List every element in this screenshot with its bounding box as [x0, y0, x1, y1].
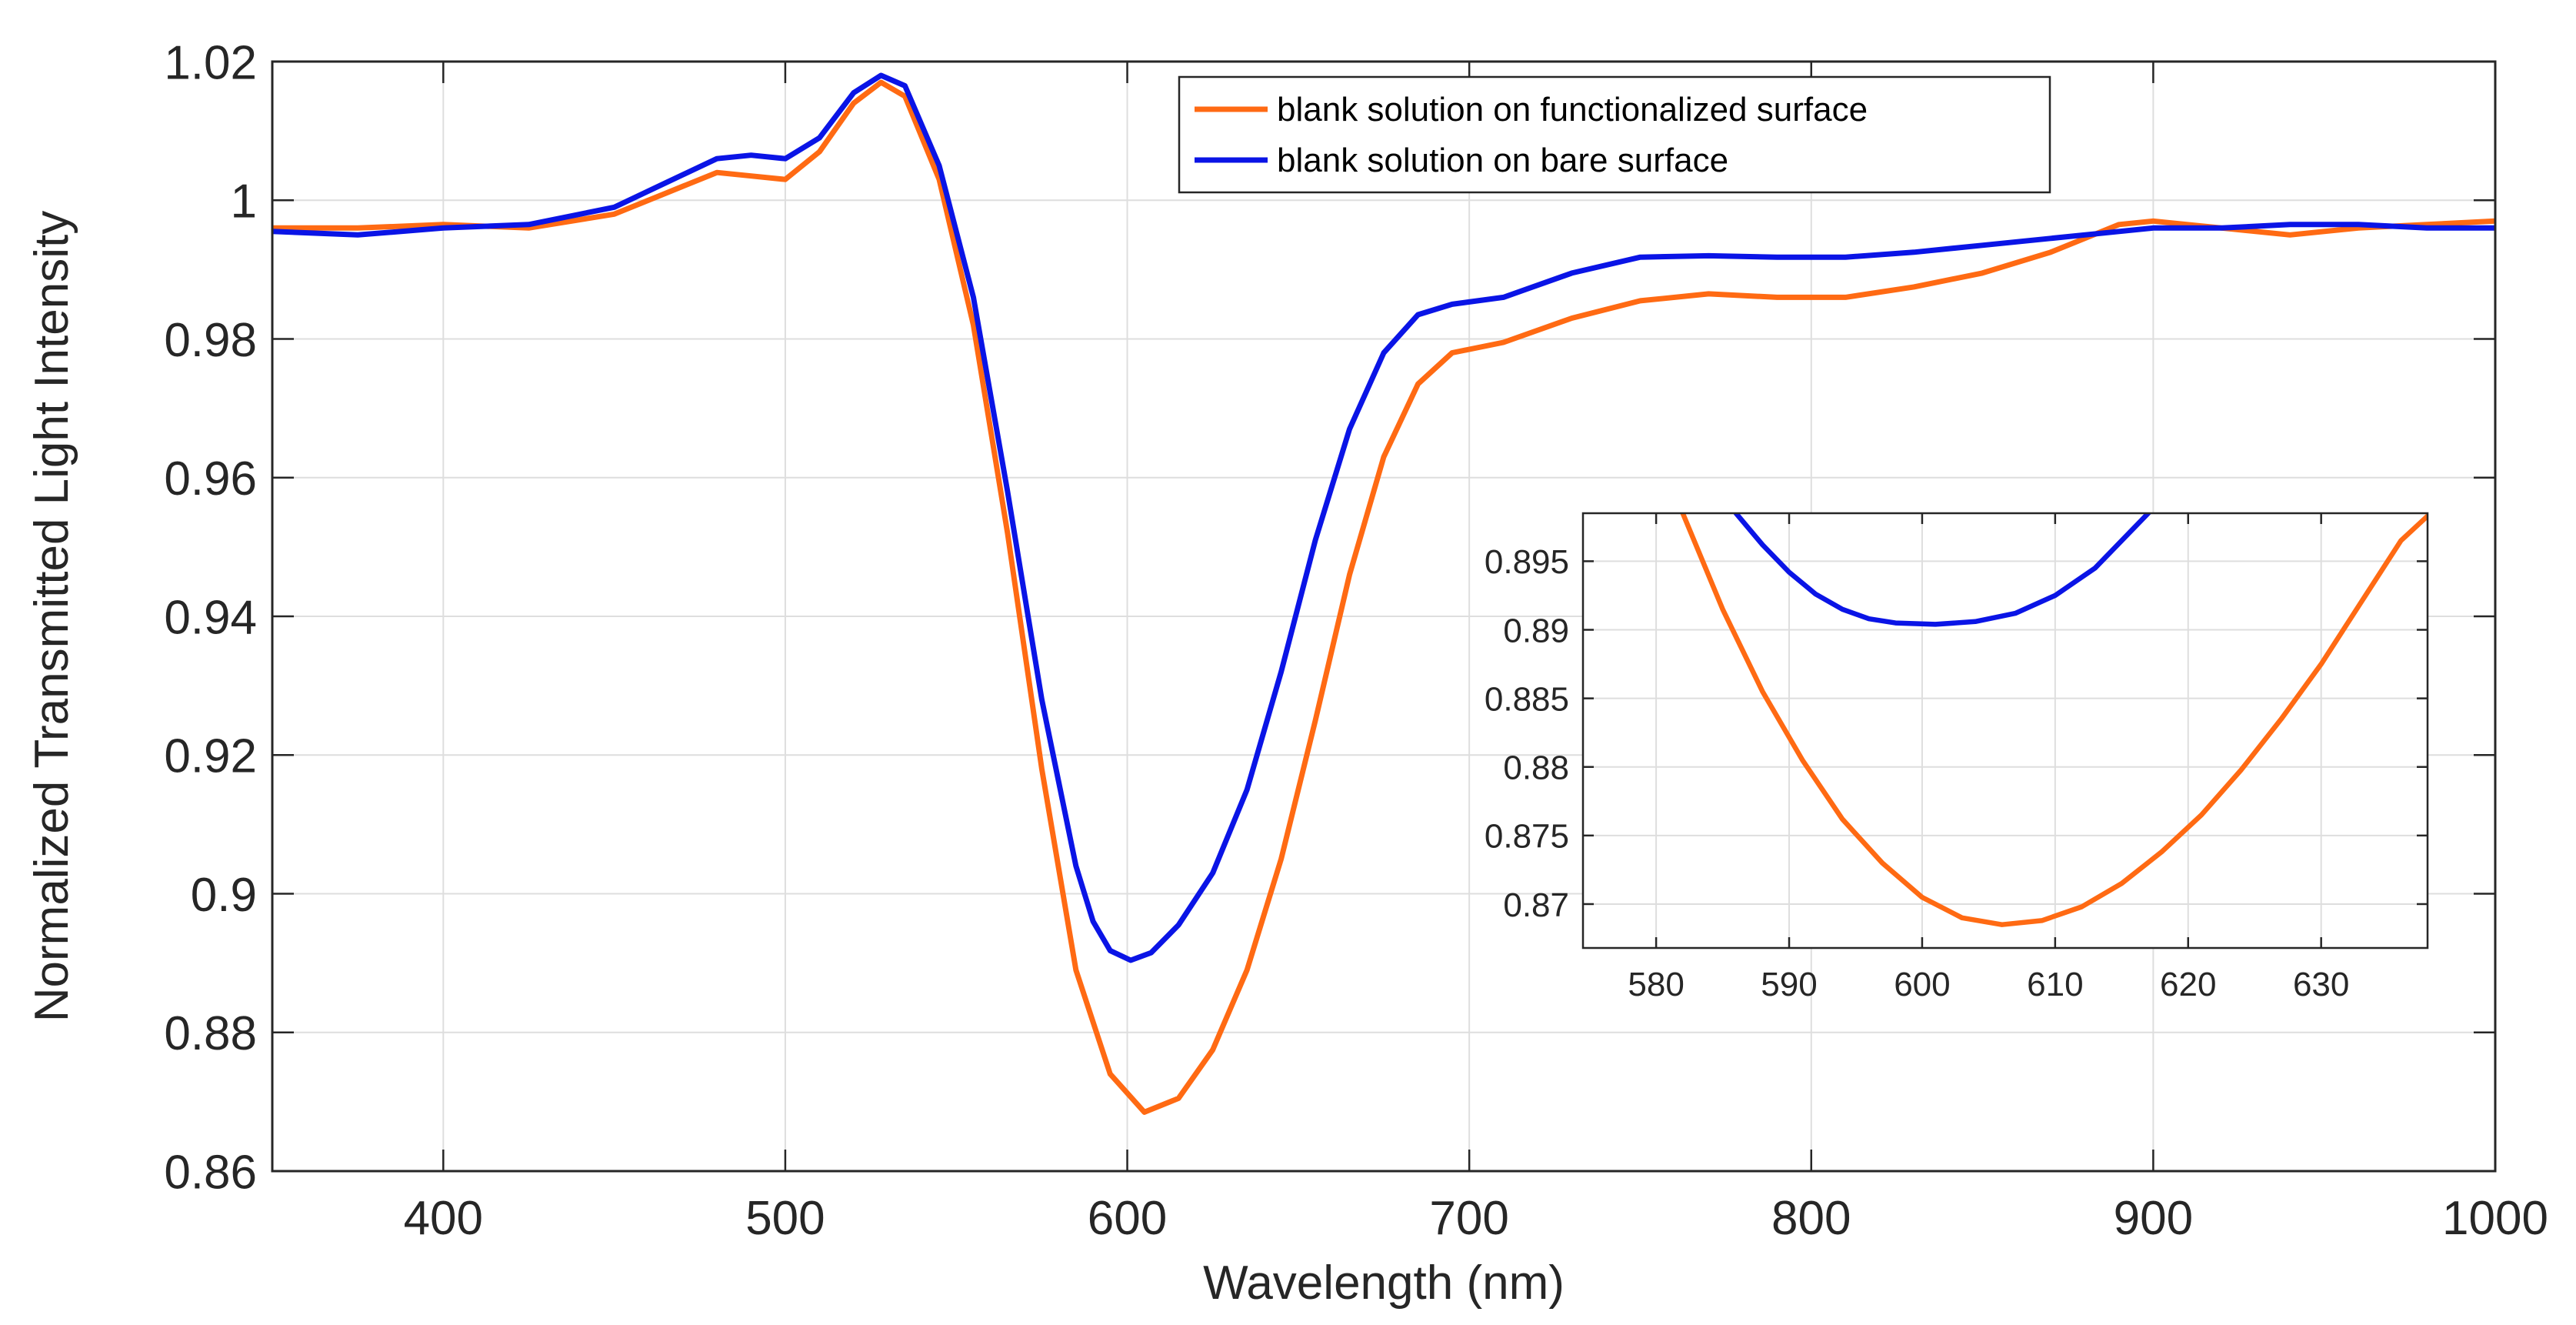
main-x-tick-label: 800: [1771, 1192, 1851, 1245]
main-y-tick-label: 0.96: [164, 452, 257, 506]
inset-x-tick-label: 610: [2027, 966, 2083, 1003]
main-x-tick-label: 1000: [2442, 1192, 2548, 1245]
main-y-tick-label: 0.86: [164, 1146, 257, 1199]
main-y-tick-label: 0.94: [164, 591, 257, 644]
main-x-tick-label: 700: [1429, 1192, 1508, 1245]
inset-gridlines: [1583, 513, 2428, 948]
legend-label-bare: blank solution on bare surface: [1277, 142, 1728, 179]
inset-x-tick-label: 630: [2293, 966, 2349, 1003]
main-x-tick-label: 400: [404, 1192, 483, 1245]
main-x-tick-label: 600: [1088, 1192, 1167, 1245]
legend-label-functionalized: blank solution on functionalized surface: [1277, 91, 1868, 128]
x-axis-title: Wavelength (nm): [1203, 1257, 1565, 1310]
legend: blank solution on functionalized surface…: [1178, 75, 2051, 194]
main-y-tick-label: 1: [231, 175, 257, 229]
inset-series-group: [1680, 513, 2428, 927]
main-y-tick-label: 0.98: [164, 314, 257, 367]
inset-y-tick-label: 0.87: [1503, 886, 1569, 924]
inset-plot: 580 590 600 610 620 630 0.87 0.875 0.88 0.885 0.89…: [1485, 512, 2429, 1003]
main-series-group: [272, 72, 2495, 1115]
inset-series-line-bare: [1733, 513, 2152, 627]
inset-x-tick-label: 580: [1628, 966, 1684, 1003]
main-y-tick-label: 1.02: [164, 36, 257, 89]
y-axis-title: Normalized Transmitted Light Intensity: [25, 211, 78, 1022]
inset-y-tick-label: 0.885: [1485, 680, 1569, 718]
main-series-line-bare: [272, 72, 2495, 963]
inset-y-tick-label: 0.89: [1503, 612, 1569, 649]
main-x-tick-label: 900: [2114, 1192, 2193, 1245]
inset-x-tick-label: 600: [1894, 966, 1950, 1003]
inset-x-tick-label: 590: [1761, 966, 1817, 1003]
main-x-tick-label: 500: [745, 1192, 825, 1245]
inset-y-tick-label: 0.88: [1503, 749, 1569, 787]
inset-y-tick-label: 0.895: [1485, 543, 1569, 581]
main-y-tick-label: 0.9: [191, 869, 257, 922]
inset-series-line-functionalized: [1680, 513, 2428, 927]
inset-x-tick-label: 620: [2160, 966, 2216, 1003]
main-ticks: 400 500 600 700 800 900 1000 0.86 0.88 0.9 0.92 0.9…: [164, 36, 2548, 1245]
main-y-tick-label: 0.92: [164, 730, 257, 783]
inset-ticks: 580 590 600 610 620 630 0.87 0.875 0.88 0.885 0.89…: [1485, 513, 2428, 1003]
inset-y-tick-label: 0.875: [1485, 818, 1569, 856]
inset-plot-area: [1583, 513, 2428, 948]
inset-axes-frame: [1581, 512, 2429, 950]
legend-box: [1178, 75, 2051, 194]
main-y-tick-label: 0.88: [164, 1007, 257, 1060]
main-series-line-functionalized: [272, 79, 2495, 1115]
